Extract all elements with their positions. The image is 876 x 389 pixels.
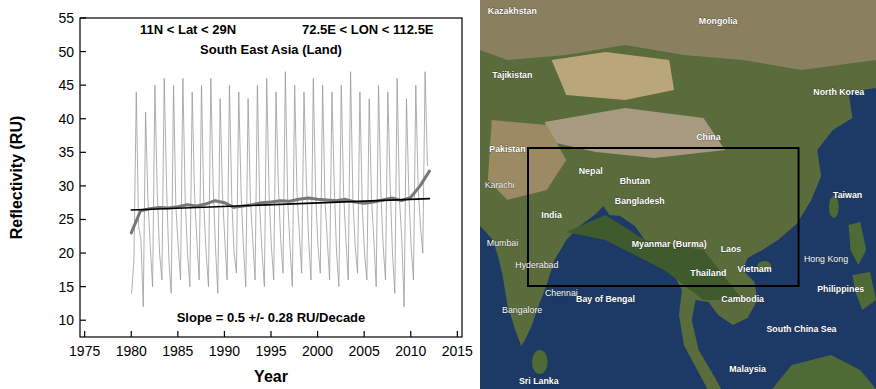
y-tick <box>80 85 86 86</box>
map-label: Hong Kong <box>804 254 848 264</box>
map-label: Bhutan <box>620 176 650 186</box>
x-tick <box>410 331 411 337</box>
y-tick-label: 45 <box>58 77 74 93</box>
x-tick-label: 2015 <box>442 343 473 359</box>
map-label: Tajikistan <box>492 70 532 80</box>
x-tick <box>270 331 271 337</box>
island <box>772 355 876 389</box>
map-label: Sri Lanka <box>519 376 560 386</box>
map-label: Karachi <box>485 180 515 190</box>
ocean <box>480 0 876 389</box>
x-tick <box>224 331 225 337</box>
study-region-box <box>528 148 799 286</box>
map-label: Malaysia <box>729 364 767 374</box>
map-label: Philippines <box>817 284 864 294</box>
map-label: Vietnam <box>737 264 771 274</box>
x-tick <box>457 331 458 337</box>
y-axis-title: Reflectivity (RU) <box>8 116 25 240</box>
map-label: Taiwan <box>833 190 862 200</box>
plateau <box>545 108 725 158</box>
y-tick <box>80 286 86 287</box>
x-tick-label: 1995 <box>255 343 286 359</box>
y-tick-label: 15 <box>58 279 74 295</box>
x-tick-label: 1990 <box>209 343 240 359</box>
map-label: India <box>541 210 563 220</box>
y-tick-label: 20 <box>58 245 74 261</box>
x-tick <box>317 331 318 337</box>
plot-frame <box>80 18 462 337</box>
y-tick <box>80 185 86 186</box>
y-tick-label: 50 <box>58 44 74 60</box>
y-tick-label: 30 <box>58 178 74 194</box>
map: Kazakhstan Mongolia Tajikistan Pakistan Chin… <box>480 0 876 389</box>
map-label: Kazakhstan <box>488 6 537 16</box>
map-label: South China Sea <box>766 324 837 334</box>
map-label: China <box>696 132 722 142</box>
x-tick-label: 2000 <box>302 343 333 359</box>
y-tick <box>80 17 86 18</box>
map-label: Nepal <box>579 166 603 176</box>
y-tick <box>80 152 86 153</box>
map-label: Bangladesh <box>615 196 665 206</box>
map-label: Myanmar (Burma) <box>632 239 707 249</box>
x-tick-label: 2010 <box>395 343 426 359</box>
series-line <box>131 199 429 210</box>
x-tick-label: 1985 <box>162 343 193 359</box>
series-line <box>131 171 429 233</box>
data-group <box>131 72 429 307</box>
y-tick <box>80 252 86 253</box>
map-label: Bay of Bengal <box>576 294 635 304</box>
x-tick-label: 1980 <box>116 343 147 359</box>
y-tick-label: 55 <box>58 10 74 26</box>
annotation: Slope = 0.5 +/- 0.28 RU/Decade <box>177 310 366 325</box>
y-tick-label: 10 <box>58 312 74 328</box>
background <box>0 0 876 389</box>
series-line <box>132 72 428 307</box>
annotation: South East Asia (Land) <box>200 42 342 57</box>
map-label: Laos <box>721 244 742 254</box>
map-label: North Korea <box>813 87 865 97</box>
y-tick-label: 40 <box>58 111 74 127</box>
x-tick-label: 1975 <box>69 343 100 359</box>
annotation: 72.5E < LON < 112.5E <box>302 22 434 37</box>
map-label: Chennai <box>545 288 578 298</box>
x-tick-label: 2005 <box>349 343 380 359</box>
y-tick <box>80 219 86 220</box>
x-tick <box>177 331 178 337</box>
x-axis-title: Year <box>254 368 288 385</box>
y-tick <box>80 51 86 52</box>
land <box>480 0 876 389</box>
map-label: Mongolia <box>699 16 739 26</box>
desert <box>552 52 675 100</box>
map-label: Thailand <box>690 268 726 278</box>
y-tick <box>80 118 86 119</box>
map-label: Mumbai <box>487 238 518 248</box>
map-label: Cambodia <box>721 294 765 304</box>
x-tick <box>84 331 85 337</box>
map-label: Hyderabad <box>515 260 558 270</box>
x-tick <box>131 331 132 337</box>
map-content: Kazakhstan Mongolia Tajikistan Pakistan Chin… <box>480 0 876 389</box>
map-label: Pakistan <box>489 144 525 154</box>
island <box>532 350 548 374</box>
y-tick-label: 25 <box>58 211 74 227</box>
map-label: Bangalore <box>502 305 542 315</box>
y-tick <box>80 320 86 321</box>
forest <box>566 215 742 300</box>
northern-land <box>480 0 876 70</box>
figure: 10 15 20 25 30 35 40 45 50 55 1975 1980 1985 1990 1995… <box>0 0 876 389</box>
x-tick <box>364 331 365 337</box>
island <box>849 222 867 265</box>
y-tick-label: 35 <box>58 144 74 160</box>
annotation: 11N < Lat < 29N <box>140 22 236 37</box>
